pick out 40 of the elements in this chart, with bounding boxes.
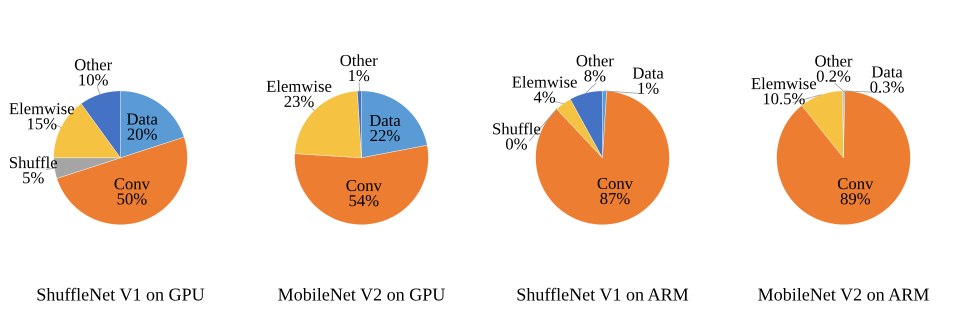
slice-label: Data	[370, 114, 400, 126]
data-label: 20%	[128, 128, 157, 140]
data-label: 15%	[28, 118, 56, 130]
slice-label: Elemwise	[512, 76, 577, 88]
text: MobileNet V2 on GPU	[278, 288, 445, 301]
data-label: 0.3%	[870, 81, 904, 93]
slice-label: Elemwise	[751, 78, 816, 90]
slice-label: Data	[872, 66, 903, 78]
data-label: 5%	[23, 172, 44, 184]
text: 0%	[506, 138, 527, 150]
slice-label: Elemwise	[266, 80, 332, 92]
category-label: Shuffle	[493, 122, 540, 134]
data-label: 0.2%	[816, 70, 850, 82]
slice-label: Other	[340, 54, 378, 66]
data-label: 1%	[638, 82, 659, 94]
slice-label: Other	[576, 54, 614, 66]
data-label: 54%	[350, 195, 379, 206]
data-label: 50%	[118, 193, 147, 205]
data-label: 87%	[600, 192, 630, 204]
data-label: 10%	[79, 74, 108, 86]
data-label: 1%	[349, 70, 370, 82]
slice-label: Other	[74, 58, 112, 70]
data-label: 10.5%	[764, 93, 805, 104]
data-label: 8%	[584, 70, 606, 82]
slice-label: Conv	[346, 180, 382, 192]
data-label: 22%	[370, 130, 400, 142]
slice-label: Conv	[598, 178, 634, 190]
slice-label: Elemwise	[9, 102, 74, 114]
slice-label: Conv	[838, 178, 874, 190]
slice-label: Data	[126, 114, 158, 125]
data-label: 89%	[840, 193, 870, 204]
slice-label: Conv	[114, 178, 150, 190]
text: ShuffleNet V1 on ARM	[518, 288, 688, 301]
slice-label: Shuffle	[10, 156, 58, 168]
data-label: 23%	[284, 96, 314, 108]
slice-label: Data	[632, 68, 664, 79]
text: ShuffleNet V1 on GPU	[38, 288, 204, 301]
text: MobileNet V2 on ARM	[758, 288, 929, 301]
slice-label: Other	[815, 54, 852, 67]
data-label: 4%	[534, 92, 556, 103]
